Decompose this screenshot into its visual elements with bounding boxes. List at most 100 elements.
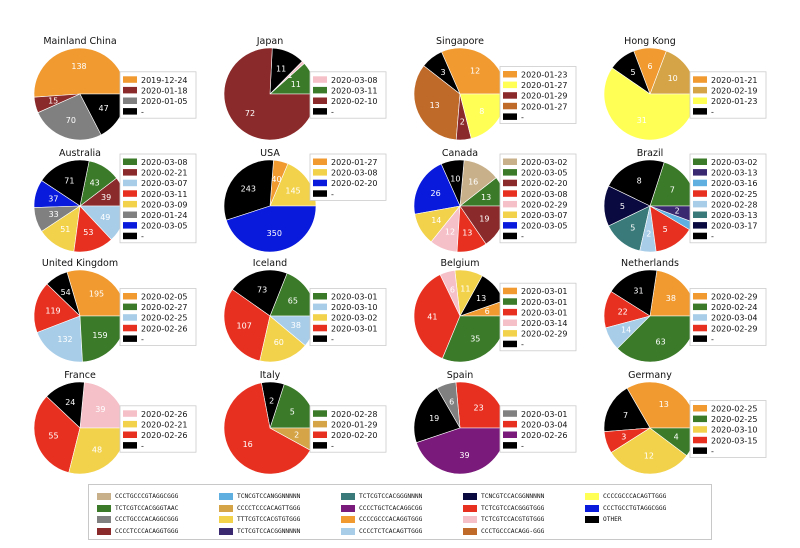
pie-title: Belgium [441, 258, 480, 269]
legend-date: 2020-03-01 [521, 298, 568, 307]
legend-swatch [313, 431, 327, 438]
slice-label: 11 [460, 285, 470, 294]
slice-label: 5 [290, 408, 295, 417]
sequence-label: CCCCTCCCACAGTTGGG [237, 504, 301, 512]
legend-swatch [585, 504, 599, 512]
pie-slice [223, 289, 271, 362]
legend-entry: TCTCGTCCACGGNNNNN [219, 526, 300, 538]
legend-swatch [123, 431, 137, 438]
slice-label: 24 [65, 398, 75, 407]
legend-entry: CCCCTCTCACAGTTGGG [341, 526, 422, 538]
legend-swatch [341, 516, 355, 524]
slice-label: 40 [271, 175, 281, 184]
legend-swatch [313, 86, 327, 94]
legend-swatch [503, 330, 517, 337]
legend-entry: CCCCGCCCACAGGTGGG [341, 514, 422, 526]
slice-label: 43 [90, 178, 100, 187]
slice-label: 3 [440, 68, 445, 77]
legend-swatch [693, 293, 707, 300]
legend-date: 2020-03-02 [711, 158, 758, 167]
legend-swatch [97, 516, 111, 524]
legend-date: 2020-01-23 [521, 71, 568, 80]
pie-panel: France392455482020-02-262020-02-212020-0… [33, 370, 197, 475]
legend-swatch [123, 211, 137, 218]
legend-date: 2020-01-29 [521, 92, 568, 101]
slice-label: 38 [666, 294, 676, 303]
legend-date: - [331, 108, 334, 117]
legend-date: 2020-03-05 [521, 169, 568, 178]
legend-swatch [123, 303, 137, 311]
pie-slice [269, 163, 317, 207]
legend-entry: CCCCTCCCACAGTTGGG [219, 503, 300, 515]
legend-date: 2020-02-28 [331, 410, 378, 419]
legend-date: 2020-02-27 [141, 303, 188, 312]
legend-date: 2020-03-04 [711, 314, 758, 323]
legend-swatch [503, 319, 517, 326]
legend-swatch [123, 190, 137, 197]
legend-swatch [503, 102, 517, 110]
slice-label: 6 [449, 398, 454, 407]
legend-swatch [693, 222, 707, 229]
legend-swatch [341, 504, 355, 512]
legend-date: 2020-02-25 [711, 405, 758, 414]
legend-date: 2020-02-25 [711, 415, 758, 424]
slice-label: 159 [92, 331, 107, 340]
legend-swatch [693, 97, 707, 104]
legend-entry: CCCCGCCCACAGTTGGG [585, 491, 666, 503]
legend-date: - [331, 190, 334, 199]
pie-title: Singapore [436, 36, 484, 47]
pie-slice [223, 159, 274, 221]
legend-swatch [693, 108, 707, 115]
legend-swatch [503, 420, 517, 428]
slice-label: 13 [481, 193, 491, 202]
legend-swatch [503, 211, 517, 218]
sequence-label: CCCCTCCCACAGGTGGG [115, 527, 179, 535]
legend-swatch [503, 232, 517, 240]
legend-date: 2020-03-15 [711, 436, 758, 445]
legend-swatch [313, 76, 327, 83]
legend-swatch [341, 527, 355, 535]
slice-label: 5 [630, 223, 635, 232]
slice-label: 5 [620, 202, 625, 211]
legend-date: 2020-03-01 [521, 287, 568, 296]
pie-slice [33, 395, 81, 473]
pie-slice [603, 387, 651, 433]
sequence-label: CCCTGCCCACAGGCGGG [115, 516, 179, 524]
legend-swatch [503, 71, 517, 78]
pie-panel: Singapore12313282020-01-232020-01-272020… [413, 36, 577, 141]
legend-swatch [503, 179, 517, 187]
legend-entry: TCTCGTCCACGGGNNNN [341, 491, 422, 503]
pie-panel: Brazil78552522020-03-022020-03-132020-03… [603, 148, 767, 253]
pie-slice [610, 427, 688, 475]
slice-label: 145 [285, 187, 300, 196]
legend-date: 2020-02-26 [141, 431, 188, 440]
legend-date: - [141, 335, 144, 344]
slice-label: 14 [431, 216, 441, 225]
legend-date: 2020-03-02 [331, 314, 378, 323]
legend-swatch [585, 493, 599, 501]
legend-swatch [693, 76, 707, 83]
legend-date: 2020-03-16 [711, 179, 758, 188]
legend-date: 2020-03-01 [331, 324, 378, 333]
slice-label: 60 [274, 338, 284, 347]
legend-entry: OTHER [585, 514, 666, 526]
legend-entry: TCTCGTCCACGGGTAAC [97, 503, 178, 515]
legend-swatch [503, 340, 517, 348]
legend-date: 2020-01-21 [711, 76, 758, 85]
legend-entry: CCCCTCCCACAGGTGGG [97, 526, 178, 538]
slice-label: 31 [637, 116, 647, 125]
slice-label: 10 [450, 175, 460, 184]
legend-date: - [521, 232, 524, 241]
legend-swatch [503, 222, 517, 229]
pie-slice [37, 93, 102, 141]
pie-panel: Netherlands38312214632020-02-292020-02-2… [603, 258, 767, 363]
legend-swatch [313, 169, 327, 176]
pie-title: Italy [260, 370, 281, 381]
legend-swatch [97, 527, 111, 535]
legend-swatch [503, 442, 517, 449]
legend-date: - [141, 442, 144, 451]
legend-date: 2020-02-10 [331, 97, 378, 106]
legend-date: - [331, 442, 334, 451]
